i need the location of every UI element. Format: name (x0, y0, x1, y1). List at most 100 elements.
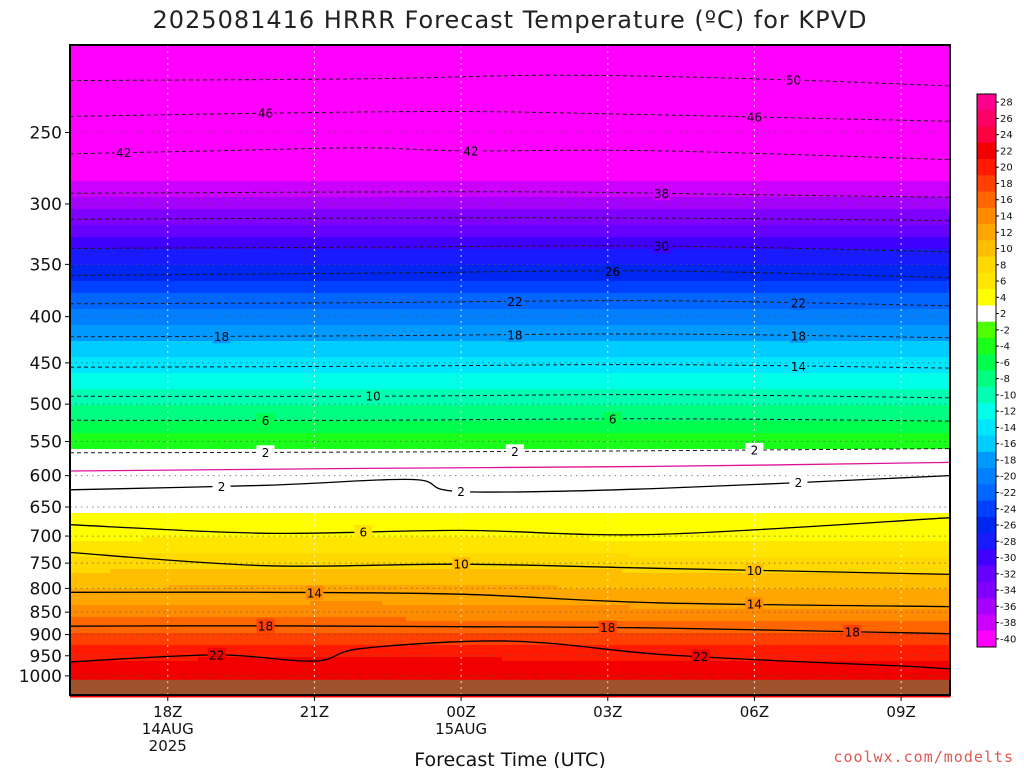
temp-cell (238, 365, 247, 370)
temp-cell (142, 617, 151, 622)
temp-cell (174, 669, 183, 674)
temp-cell (102, 333, 111, 338)
temp-cell (302, 157, 311, 162)
temp-cell (222, 613, 231, 618)
temp-cell (86, 549, 95, 554)
temp-cell (142, 277, 151, 282)
temp-cell (102, 533, 111, 538)
temp-cell (110, 641, 119, 646)
temp-cell (262, 133, 271, 138)
temp-cell (102, 617, 111, 622)
temp-cell (294, 101, 303, 106)
temp-cell (110, 205, 119, 210)
temp-cell (174, 565, 183, 570)
temp-cell (230, 349, 239, 354)
temp-cell (222, 621, 231, 626)
temp-cell (238, 405, 247, 410)
temp-cell (110, 321, 119, 326)
temp-cell (270, 637, 279, 642)
temp-cell (134, 141, 143, 146)
temp-cell (182, 525, 191, 530)
temp-cell (102, 513, 111, 518)
temp-cell (278, 509, 287, 514)
temp-cell (262, 297, 271, 302)
temp-cell (134, 645, 143, 650)
temp-cell (254, 605, 263, 610)
temp-cell (134, 533, 143, 538)
temp-cell (198, 229, 207, 234)
temp-cell (86, 181, 95, 186)
temp-cell (198, 553, 207, 558)
temp-cell (86, 457, 95, 462)
temp-cell (278, 529, 287, 534)
temp-cell (238, 105, 247, 110)
temp-cell (286, 365, 295, 370)
temp-cell (230, 321, 239, 326)
temp-cell (102, 181, 111, 186)
temp-cell (142, 197, 151, 202)
temp-cell (302, 241, 311, 246)
temp-cell (246, 609, 255, 614)
temp-cell (102, 205, 111, 210)
temp-cell (206, 341, 215, 346)
temp-cell (310, 185, 319, 190)
temp-cell (142, 505, 151, 510)
temp-cell (198, 169, 207, 174)
temp-cell (70, 653, 79, 658)
temp-cell (94, 557, 103, 562)
temp-cell (238, 517, 247, 522)
temp-cell (222, 665, 231, 670)
temp-cell (142, 133, 151, 138)
temp-cell (262, 317, 271, 322)
temp-cell (254, 229, 263, 234)
temp-cell (214, 317, 223, 322)
temp-cell (78, 185, 87, 190)
temp-cell (246, 77, 255, 82)
temp-cell (230, 333, 239, 338)
temp-cell (70, 581, 79, 586)
temp-cell (286, 69, 295, 74)
temp-cell (158, 397, 167, 402)
temp-cell (150, 197, 159, 202)
temp-cell (262, 101, 271, 106)
temp-cell (110, 401, 119, 406)
temp-cell (286, 81, 295, 86)
temp-cell (158, 329, 167, 334)
temp-cell (150, 577, 159, 582)
temp-cell (126, 421, 135, 426)
temp-cell (286, 453, 295, 458)
temp-cell (262, 89, 271, 94)
temp-cell (238, 225, 247, 230)
temp-cell (86, 477, 95, 482)
temp-cell (270, 673, 279, 678)
temp-cell (278, 457, 287, 462)
temp-cell (174, 145, 183, 150)
temp-cell (222, 149, 231, 154)
temp-cell (310, 249, 319, 254)
temp-cell (278, 397, 287, 402)
temp-cell (222, 569, 231, 574)
temp-cell (198, 305, 207, 310)
temp-cell (118, 673, 127, 678)
temp-cell (246, 617, 255, 622)
temp-cell (286, 573, 295, 578)
temp-cell (278, 65, 287, 70)
temp-cell (158, 121, 167, 126)
temp-cell (174, 361, 183, 366)
temp-cell (126, 521, 135, 526)
temp-cell (214, 545, 223, 550)
temp-cell (262, 137, 271, 142)
temp-cell (126, 477, 135, 482)
temp-cell (110, 305, 119, 310)
temp-cell (214, 517, 223, 522)
temp-cell (182, 357, 191, 362)
temp-cell (310, 45, 319, 50)
temp-cell (254, 349, 263, 354)
temp-cell (134, 113, 143, 118)
temp-cell (294, 185, 303, 190)
temp-cell (70, 209, 79, 214)
temp-cell (262, 605, 271, 610)
temp-cell (254, 269, 263, 274)
temp-cell (222, 517, 231, 522)
temp-cell (134, 497, 143, 502)
